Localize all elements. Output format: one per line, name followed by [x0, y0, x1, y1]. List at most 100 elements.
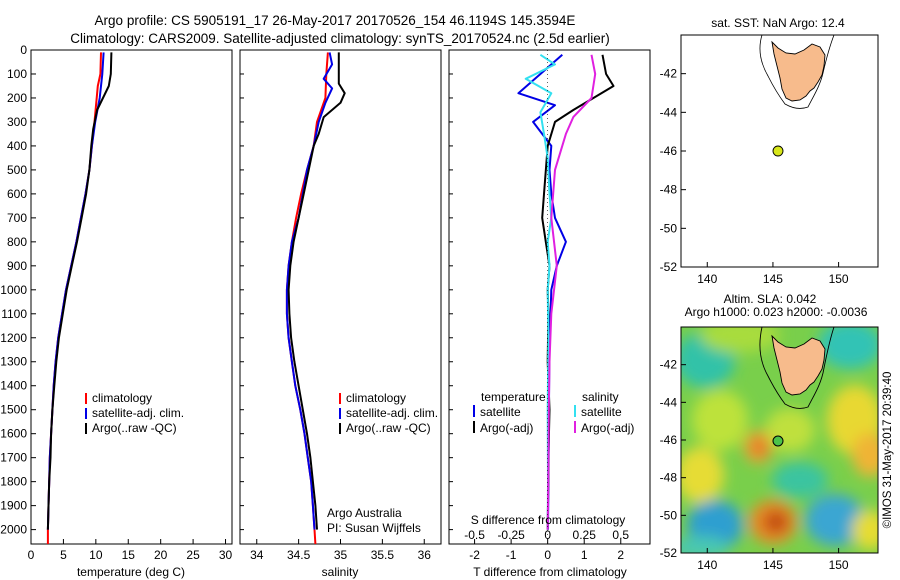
legend-title-salinity: salinity: [582, 390, 619, 404]
series-line-2: [287, 52, 346, 530]
salinity-legend: climatology satellite-adj. clim. Argo(..…: [339, 391, 438, 435]
sst-map-title: sat. SST: NaN Argo: 12.4: [711, 16, 845, 30]
x2-tick-label: -0.5: [464, 528, 485, 542]
y-tick-label: 1500: [0, 403, 27, 417]
map-y-tick-label: -42: [660, 358, 678, 372]
y-tick-label: 1800: [0, 475, 27, 489]
series-line-2: [46, 52, 113, 530]
y-tick-label: 700: [7, 211, 27, 225]
y-tick-label: 400: [7, 139, 27, 153]
x-tick-label: 36: [418, 548, 432, 562]
salinity-profiles: [285, 52, 346, 545]
tasmania-land: [771, 40, 826, 102]
x-tick-label: -1: [506, 548, 517, 562]
map-x-tick-label: 150: [829, 272, 849, 286]
map-y-tick-label: -46: [660, 433, 678, 447]
y-tick-label: 900: [7, 259, 27, 273]
legend-s-satellite: satellite: [581, 405, 622, 419]
s-difference-tick-labels: -0.5 -0.25 0 0.25 0.5: [464, 528, 629, 542]
map-y-tick-label: -48: [660, 471, 678, 485]
y-tick-label: 1400: [0, 379, 27, 393]
legend-climatology: climatology: [346, 391, 406, 405]
imos-credit: ©IMOS 31-May-2017 20:39:40: [882, 372, 894, 529]
sla-map-title-line2: Argo h1000: 0.023 h2000: -0.0036: [685, 305, 868, 319]
y-tick-label: 1600: [0, 427, 27, 441]
temperature-profiles: [46, 52, 113, 544]
x-tick-label: 20: [154, 548, 168, 562]
x-tick-label: 0: [544, 548, 551, 562]
sla-map-tick-labels: 140 145 150 -42 -44 -46 -48 -50 -52: [660, 358, 849, 572]
sst-map-panel: sat. SST: NaN Argo: 12.4 140 145 150 -42 -44…: [660, 16, 879, 286]
map-y-tick-label: -52: [660, 546, 678, 560]
temperature-legend: climatology satellite-adj. clim. Argo(..…: [85, 391, 184, 435]
y-tick-label: 500: [7, 163, 27, 177]
map-x-tick-label: 145: [763, 272, 783, 286]
salinity-tick-labels: 34 34.5 35 35.5 36: [240, 49, 432, 562]
legend-satellite-adj: satellite-adj. clim.: [92, 406, 184, 420]
legend-satellite-adj: satellite-adj. clim.: [346, 406, 438, 420]
tasmania-land: [771, 334, 826, 396]
series-line-1: [285, 52, 334, 530]
x2-tick-label: 0.5: [612, 528, 629, 542]
t-difference-xlabel: T difference from climatology: [473, 565, 627, 579]
map-y-tick-label: -52: [660, 260, 678, 274]
float-position-marker: [772, 145, 784, 157]
x-tick-label: 34: [250, 548, 264, 562]
temperature-panel: 0100200300400500600700800900100011001200…: [0, 43, 232, 579]
map-x-tick-label: 145: [763, 558, 783, 572]
legend-climatology: climatology: [92, 391, 152, 405]
map-x-tick-label: 150: [829, 558, 849, 572]
y-tick-label: 1900: [0, 499, 27, 513]
map-y-tick-label: -48: [660, 183, 678, 197]
legend-title-temperature: temperature: [481, 390, 546, 404]
x-tick-label: 15: [122, 548, 136, 562]
y-tick-label: 1300: [0, 355, 27, 369]
legend-t-argo: Argo(-adj): [480, 421, 533, 435]
x-tick-label: 0: [28, 548, 35, 562]
salinity-panel: 34 34.5 35 35.5 36 salinity climatology sate…: [239, 49, 442, 579]
y-tick-label: 1100: [1, 307, 27, 321]
x2-tick-label: 0.25: [573, 528, 597, 542]
legend-t-satellite: satellite: [480, 405, 521, 419]
temperature-xlabel: temperature (deg C): [77, 565, 185, 579]
difference-legend: temperature satellite Argo(-adj) salinit…: [473, 390, 634, 435]
y-tick-label: 800: [7, 235, 27, 249]
y-tick-label: 2000: [0, 523, 27, 537]
map-y-tick-label: -46: [660, 144, 678, 158]
shelf-contour: [759, 34, 835, 109]
sla-map-title-line1: Altim. SLA: 0.042: [724, 292, 817, 306]
x2-tick-label: -0.25: [497, 528, 525, 542]
y-tick-label: 1200: [0, 331, 27, 345]
y-tick-label: 100: [7, 67, 27, 81]
salinity-axes-box: [239, 49, 442, 545]
map-y-tick-label: -50: [660, 221, 678, 235]
x-tick-label: 34.5: [287, 548, 311, 562]
sst-map-tick-labels: 140 145 150 -42 -44 -46 -48 -50 -52: [660, 67, 849, 286]
salinity-xlabel: salinity: [322, 565, 359, 579]
series-line-3: [546, 54, 597, 530]
title-line2: Climatology: CARS2009. Satellite-adjuste…: [70, 31, 610, 46]
depth-tick-labels: 0 100 200 300 400 500 600 700 800 900 1000 1100 1200…: [0, 43, 36, 537]
annotation-argo-australia: Argo Australia: [327, 506, 402, 520]
sla-heatmap: [681, 327, 878, 553]
t-difference-tick-labels: -2 -1 0 1 2: [449, 49, 624, 562]
map-x-tick-label: 140: [697, 558, 717, 572]
difference-panel: -2 -1 0 1 2 -0.5 -0.25 0 0.25 0.5 S difference f…: [448, 49, 651, 579]
series-line-2: [524, 53, 556, 530]
x-tick-label: 30: [219, 548, 233, 562]
map-y-tick-label: -42: [660, 67, 678, 81]
map-y-tick-label: -50: [660, 508, 678, 522]
temperature-tick-labels: 0 5 10 15 20 25 30: [28, 539, 233, 562]
y-tick-label: 200: [7, 91, 27, 105]
legend-argo: Argo(..raw -QC): [92, 421, 177, 435]
x-tick-label: 35: [334, 548, 348, 562]
map-x-tick-label: 140: [697, 272, 717, 286]
title-line1: Argo profile: CS 5905191_17 26-May-2017 …: [95, 13, 576, 28]
sla-map-panel: Altim. SLA: 0.042 Argo h1000: 0.023 h200…: [660, 292, 894, 572]
legend-s-argo: Argo(-adj): [581, 421, 634, 435]
x-tick-label: 2: [617, 548, 624, 562]
x-tick-label: 25: [186, 548, 200, 562]
difference-profiles: [517, 50, 615, 544]
map-y-tick-label: -44: [660, 105, 678, 119]
